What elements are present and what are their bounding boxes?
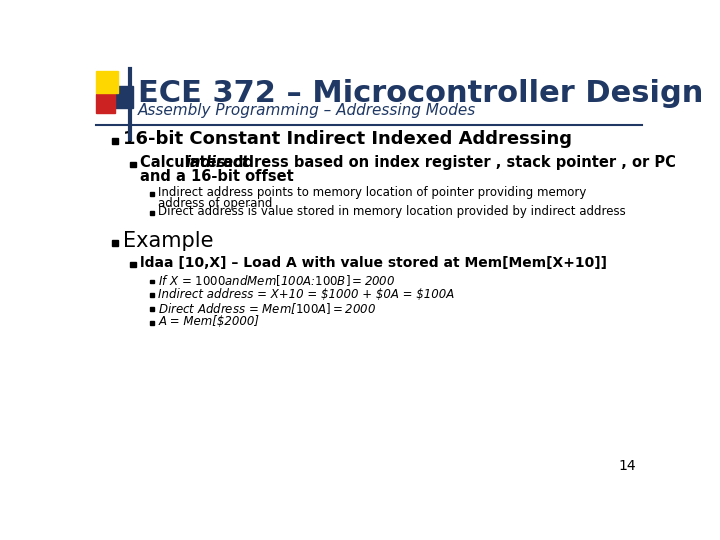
Text: indirect: indirect [185, 155, 249, 170]
Text: address based on index register , stack pointer , or PC: address based on index register , stack … [218, 155, 676, 170]
Text: Indirect address = X+10 = $1000 + $0A = $100A: Indirect address = X+10 = $1000 + $0A = … [158, 288, 454, 301]
Text: Direct Address = Mem[$100A] = $2000: Direct Address = Mem[$100A] = $2000 [158, 301, 376, 315]
Text: Direct address is value stored in memory location provided by indirect address: Direct address is value stored in memory… [158, 205, 626, 218]
Bar [150, 192, 154, 195]
Text: address of operand: address of operand [158, 197, 273, 210]
Bar [96, 71, 118, 92]
Text: Example: Example [122, 231, 213, 251]
Text: ldaa [10,X] – Load A with value stored at Mem[Mem[X+10]]: ldaa [10,X] – Load A with value stored a… [140, 255, 608, 269]
Text: ECE 372 – Microcontroller Design: ECE 372 – Microcontroller Design [138, 79, 703, 107]
Text: Calculates: Calculates [140, 155, 231, 170]
Bar [96, 94, 114, 112]
Bar [112, 138, 118, 144]
Text: Indirect address points to memory location of pointer providing memory: Indirect address points to memory locati… [158, 186, 587, 199]
Text: A = Mem[$2000]: A = Mem[$2000] [158, 315, 259, 328]
Text: If X = $1000 and Mem[$100A:$100B] = $2000: If X = $1000 and Mem[$100A:$100B] = $200… [158, 273, 395, 288]
Bar [112, 86, 133, 108]
Bar [150, 321, 154, 325]
Bar [150, 294, 154, 298]
Text: and a 16-bit offset: and a 16-bit offset [140, 169, 294, 184]
Bar [130, 262, 136, 267]
Text: 16-bit Constant Indirect Indexed Addressing: 16-bit Constant Indirect Indexed Address… [122, 130, 572, 148]
Bar [150, 211, 154, 215]
Text: 14: 14 [618, 459, 636, 473]
Bar [150, 280, 154, 284]
Bar [130, 162, 136, 167]
Bar [112, 240, 118, 246]
Bar [150, 307, 154, 311]
Text: Assembly Programming – Addressing Modes: Assembly Programming – Addressing Modes [138, 103, 477, 118]
